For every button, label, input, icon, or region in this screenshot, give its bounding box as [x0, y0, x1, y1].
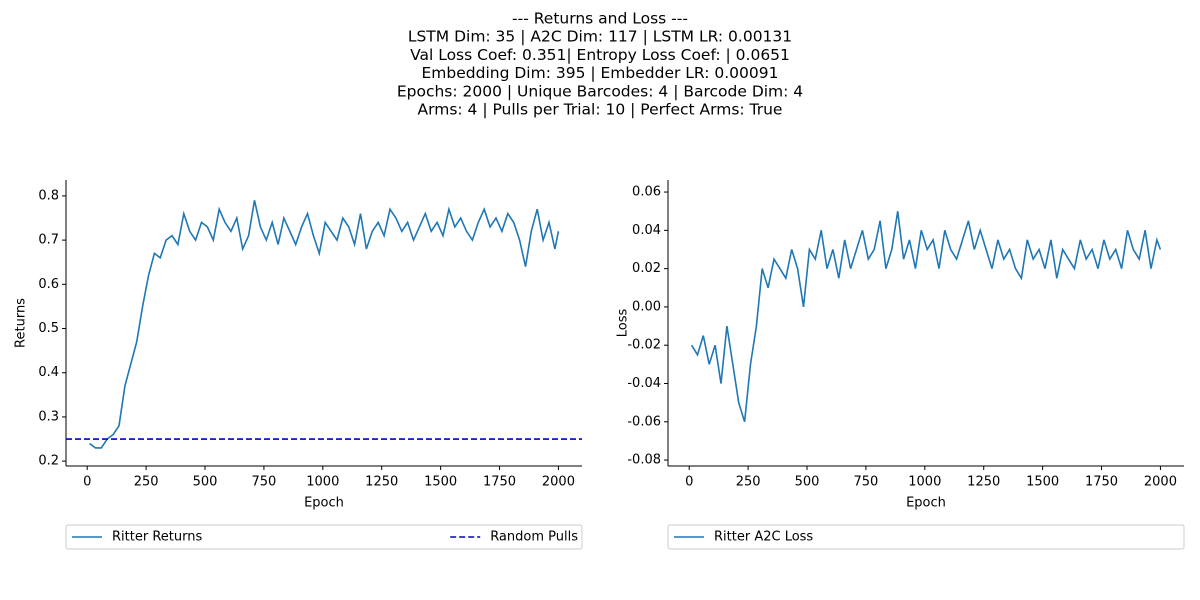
title-line: Val Loss Coef: 0.351| Entropy Loss Coef:…	[410, 46, 790, 64]
title-line: Epochs: 2000 | Unique Barcodes: 4 | Barc…	[397, 82, 803, 100]
data-line	[690, 211, 1162, 423]
x-tick-label: 250	[134, 475, 159, 490]
x-tick-label: 2000	[1144, 475, 1177, 490]
y-tick-label: 0.8	[38, 188, 59, 203]
y-tick-label: 0.02	[632, 261, 661, 276]
y-tick-label: -0.06	[627, 414, 661, 429]
title-line: Arms: 4 | Pulls per Trial: 10 | Perfect …	[418, 101, 783, 119]
y-tick-label: -0.04	[627, 376, 661, 391]
x-tick-label: 750	[854, 475, 879, 490]
x-tick-label: 2000	[542, 475, 575, 490]
x-tick-label: 1250	[967, 475, 1000, 490]
data-line	[89, 200, 560, 449]
y-tick-label: 0.00	[632, 299, 661, 314]
x-tick-label: 1750	[1085, 475, 1118, 490]
x-tick-label: 0	[83, 475, 91, 490]
title-line: Embedding Dim: 395 | Embedder LR: 0.0009…	[422, 64, 779, 82]
x-tick-label: 1500	[1026, 475, 1059, 490]
x-tick-label: 1750	[483, 475, 516, 490]
x-tick-label: 1500	[424, 475, 457, 490]
y-tick-label: 0.6	[38, 277, 59, 292]
y-tick-label: 0.3	[38, 409, 59, 424]
x-tick-label: 750	[252, 475, 277, 490]
x-tick-label: 1250	[365, 475, 398, 490]
x-tick-label: 500	[795, 475, 820, 490]
y-tick-label: 0.5	[38, 321, 59, 336]
y-axis-label: Returns	[14, 298, 29, 348]
legend-label: Random Pulls	[490, 530, 578, 545]
y-tick-label: -0.02	[627, 338, 661, 353]
y-axis-label: Loss	[616, 309, 631, 338]
legend-box	[65, 524, 583, 550]
title-line: --- Returns and Loss ---	[512, 10, 688, 28]
x-tick-label: 0	[685, 475, 693, 490]
x-tick-label: 1000	[306, 475, 339, 490]
y-tick-label: 0.06	[632, 185, 661, 200]
x-tick-label: 250	[736, 475, 761, 490]
y-tick-label: -0.08	[627, 453, 661, 468]
x-axis-label: Epoch	[906, 496, 946, 511]
title-line: LSTM Dim: 35 | A2C Dim: 117 | LSTM LR: 0…	[408, 28, 792, 46]
x-tick-label: 500	[193, 475, 218, 490]
y-tick-label: 0.4	[38, 365, 59, 380]
x-tick-label: 1000	[908, 475, 941, 490]
y-tick-label: 0.2	[38, 454, 59, 469]
x-axis-label: Epoch	[304, 496, 344, 511]
legend-box	[667, 524, 1185, 550]
legend-label: Ritter A2C Loss	[714, 530, 813, 545]
y-tick-label: 0.04	[632, 223, 661, 238]
y-tick-label: 0.7	[38, 233, 59, 248]
legend-label: Ritter Returns	[112, 530, 202, 545]
